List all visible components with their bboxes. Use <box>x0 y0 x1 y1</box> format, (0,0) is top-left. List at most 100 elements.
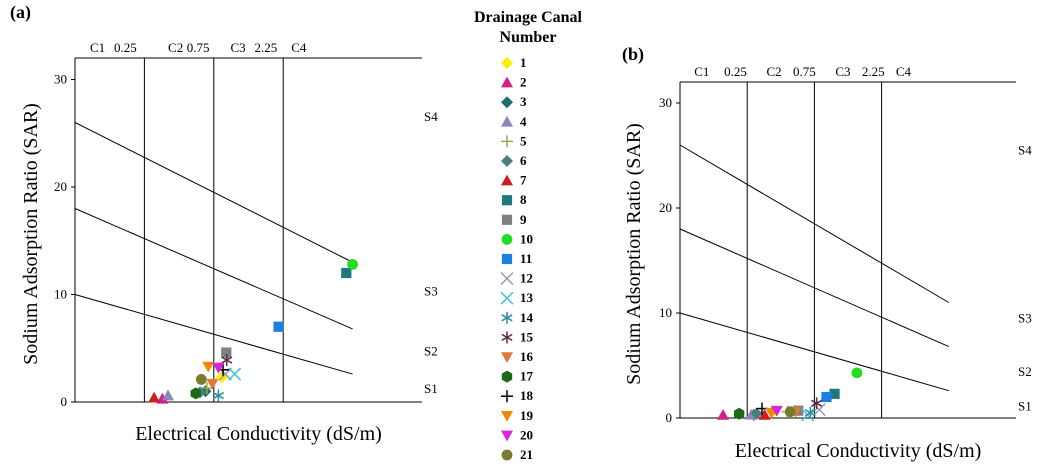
legend-marker <box>501 57 513 69</box>
legend-label: 6 <box>520 153 527 168</box>
legend-label: 8 <box>520 192 527 207</box>
top-scale-label: 2.25 <box>254 40 277 55</box>
sar-zone-line <box>74 122 353 263</box>
sar-zone-label: S2 <box>1018 364 1032 379</box>
legend-marker <box>501 174 513 186</box>
legend-item-21: 21 <box>501 447 533 462</box>
data-point-canal-10 <box>347 259 358 270</box>
data-point-canal-7 <box>148 391 161 403</box>
data-point-canal-13 <box>228 367 242 381</box>
panel-b-chart: (b) C1 0.25 C2 0.75 C3 2.25 C4 0 10 20 30 S4 S3 S2 S1 El… <box>622 44 1032 462</box>
data-point-canal-11 <box>273 321 284 332</box>
top-scale-label: C3 <box>835 64 850 79</box>
legend-item-3: 3 <box>501 94 527 109</box>
y-tick-label: 10 <box>659 305 672 320</box>
data-point-canal-11 <box>821 391 832 403</box>
data-point-canal-19 <box>202 361 215 373</box>
legend-marker <box>501 195 513 206</box>
legend-label: 18 <box>520 388 534 403</box>
legend-label: 12 <box>520 271 533 286</box>
sar-zone-line <box>679 228 950 348</box>
legend-label: 2 <box>520 75 527 90</box>
legend-label: 21 <box>520 447 533 462</box>
data-point-canal-8 <box>829 388 840 399</box>
data-point-canal-9 <box>221 347 232 358</box>
legend-item-13: 13 <box>500 290 534 305</box>
legend-marker <box>500 291 514 305</box>
legend-label: 15 <box>520 329 534 344</box>
legend-item-12: 12 <box>500 271 533 286</box>
data-point-canal-15 <box>221 354 233 367</box>
y-tick-label: 0 <box>666 410 673 425</box>
sar-zone-label: S1 <box>1018 398 1032 413</box>
top-scale-label: 0.25 <box>724 64 747 79</box>
legend-label: 14 <box>520 310 534 325</box>
legend-label: 4 <box>520 114 527 129</box>
data-point-canal-4 <box>161 389 174 401</box>
sar-zone-label: S2 <box>424 343 438 358</box>
y-tick-label: 20 <box>54 179 67 194</box>
data-point-canal-2 <box>156 392 169 404</box>
y-tick-label: 0 <box>61 394 68 409</box>
data-point-canal-17 <box>190 387 201 400</box>
panel-a-chart: (a) C1 0.25 C2 0.75 C3 2.25 C4 0 10 20 30 S4 S3 S2 S1 El… <box>10 2 438 445</box>
data-point-canal-12 <box>812 403 826 417</box>
sar-zone-line <box>74 208 353 330</box>
legend-label: 5 <box>520 133 527 148</box>
legend-item-11: 11 <box>501 251 532 266</box>
data-point-canal-20 <box>212 362 225 374</box>
legend-marker <box>501 96 513 109</box>
legend-label: 7 <box>520 173 527 188</box>
panel-tag: (b) <box>622 44 644 65</box>
legend-item-7: 7 <box>501 173 527 188</box>
sar-zone-line <box>679 312 949 392</box>
legend-marker <box>501 115 513 127</box>
legend-item-8: 8 <box>501 192 527 207</box>
data-point-canal-7 <box>758 409 771 420</box>
data-points <box>148 259 358 404</box>
sar-zone-label: S4 <box>1018 142 1032 157</box>
legend-marker <box>500 272 514 286</box>
legend-title-line2: Number <box>500 29 557 46</box>
legend-item-14: 14 <box>501 310 534 325</box>
data-point-canal-8 <box>341 267 352 279</box>
top-scale-label: 0.75 <box>187 40 210 55</box>
data-points <box>717 367 863 422</box>
sar-zone-line <box>679 144 950 303</box>
sar-zone-label: S3 <box>1018 310 1032 325</box>
legend-marker <box>501 76 513 88</box>
legend-marker <box>501 234 513 245</box>
data-point-canal-21 <box>195 374 207 385</box>
legend-item-10: 10 <box>501 231 533 246</box>
legend-item-5: 5 <box>501 133 527 148</box>
data-point-canal-20 <box>770 405 783 417</box>
top-scale-label: 0.25 <box>114 40 137 55</box>
top-scale-label: C3 <box>231 40 246 55</box>
data-point-canal-10 <box>851 367 863 379</box>
y-tick-label: 20 <box>659 200 672 215</box>
panel-tag: (a) <box>10 2 31 23</box>
legend-marker <box>501 370 513 383</box>
data-point-canal-15 <box>811 397 823 410</box>
legend-marker <box>501 430 513 442</box>
legend-marker <box>501 411 513 422</box>
x-axis-title: Electrical Conductivity (dS/m) <box>735 440 982 462</box>
legend-marker <box>501 352 513 363</box>
legend-item-19: 19 <box>501 408 534 423</box>
data-point-canal-21 <box>784 406 796 418</box>
legend-marker <box>501 331 513 344</box>
data-point-canal-17 <box>733 407 745 420</box>
legend-label: 19 <box>520 408 534 423</box>
legend-item-16: 16 <box>501 349 534 364</box>
y-tick-label: 10 <box>54 287 67 302</box>
y-tick-label: 30 <box>54 72 67 87</box>
y-tick-label: 30 <box>659 95 672 110</box>
legend-label: 1 <box>520 55 527 70</box>
legend-item-20: 20 <box>501 427 533 442</box>
top-scale-label: C2 <box>168 40 183 55</box>
legend-marker <box>501 155 513 167</box>
legend-marker <box>501 311 513 324</box>
top-scale-label: C2 <box>766 64 781 79</box>
legend-label: 3 <box>520 94 527 109</box>
